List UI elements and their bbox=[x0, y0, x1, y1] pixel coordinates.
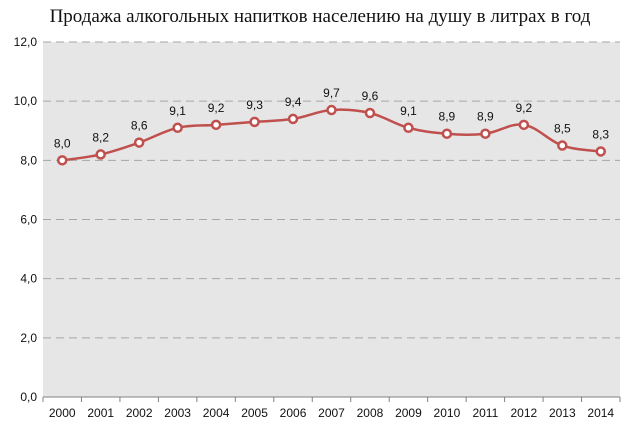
data-label: 9,7 bbox=[323, 86, 340, 100]
data-label: 9,2 bbox=[515, 101, 532, 115]
y-tick-label: 4,0 bbox=[20, 272, 37, 286]
y-tick-label: 2,0 bbox=[20, 331, 37, 345]
x-tick-label: 2001 bbox=[87, 406, 114, 420]
data-label: 9,1 bbox=[400, 104, 417, 118]
data-label: 9,1 bbox=[169, 104, 186, 118]
x-tick-label: 2004 bbox=[203, 406, 230, 420]
data-label: 8,0 bbox=[54, 136, 71, 150]
y-tick-label: 12,0 bbox=[14, 35, 38, 49]
data-point bbox=[56, 155, 68, 166]
x-tick-label: 2008 bbox=[357, 406, 384, 420]
data-point bbox=[133, 137, 145, 148]
data-point bbox=[480, 128, 491, 139]
x-tick-label: 2013 bbox=[549, 406, 576, 420]
data-point bbox=[172, 122, 183, 134]
x-tick-label: 2011 bbox=[472, 406, 498, 420]
data-point bbox=[95, 149, 106, 160]
data-point bbox=[210, 119, 222, 131]
x-tick-label: 2009 bbox=[395, 406, 422, 420]
data-label: 8,9 bbox=[439, 110, 456, 124]
x-tick-label: 2005 bbox=[241, 406, 268, 420]
data-point bbox=[557, 140, 568, 151]
data-point bbox=[518, 119, 530, 131]
data-point bbox=[287, 113, 299, 125]
data-point bbox=[326, 104, 337, 116]
data-label: 9,4 bbox=[285, 95, 302, 109]
data-point bbox=[249, 116, 260, 128]
y-tick-label: 6,0 bbox=[20, 213, 37, 227]
data-label: 8,9 bbox=[477, 110, 494, 124]
x-tick-label: 2006 bbox=[280, 406, 307, 420]
x-tick-label: 2012 bbox=[510, 406, 537, 420]
y-tick-label: 8,0 bbox=[20, 153, 37, 167]
x-tick-label: 2007 bbox=[318, 406, 345, 420]
data-point bbox=[441, 128, 453, 139]
data-point bbox=[595, 146, 607, 157]
data-point bbox=[403, 122, 414, 134]
x-tick-label: 2003 bbox=[164, 406, 191, 420]
data-label: 8,5 bbox=[554, 122, 571, 136]
x-tick-label: 2014 bbox=[587, 406, 614, 420]
data-point bbox=[364, 107, 376, 119]
x-tick-label: 2002 bbox=[126, 406, 153, 420]
data-label: 8,6 bbox=[131, 119, 148, 133]
chart-title: Продажа алкогольных напитков населению н… bbox=[49, 6, 591, 27]
x-tick-label: 2010 bbox=[434, 406, 461, 420]
data-label: 8,2 bbox=[92, 130, 109, 144]
data-label: 9,6 bbox=[362, 89, 379, 103]
y-tick-label: 0,0 bbox=[20, 390, 37, 404]
data-label: 9,2 bbox=[208, 101, 225, 115]
data-label: 8,3 bbox=[592, 127, 609, 141]
y-tick-label: 10,0 bbox=[14, 94, 38, 108]
data-label: 9,3 bbox=[246, 98, 263, 112]
x-tick-label: 2000 bbox=[49, 406, 76, 420]
